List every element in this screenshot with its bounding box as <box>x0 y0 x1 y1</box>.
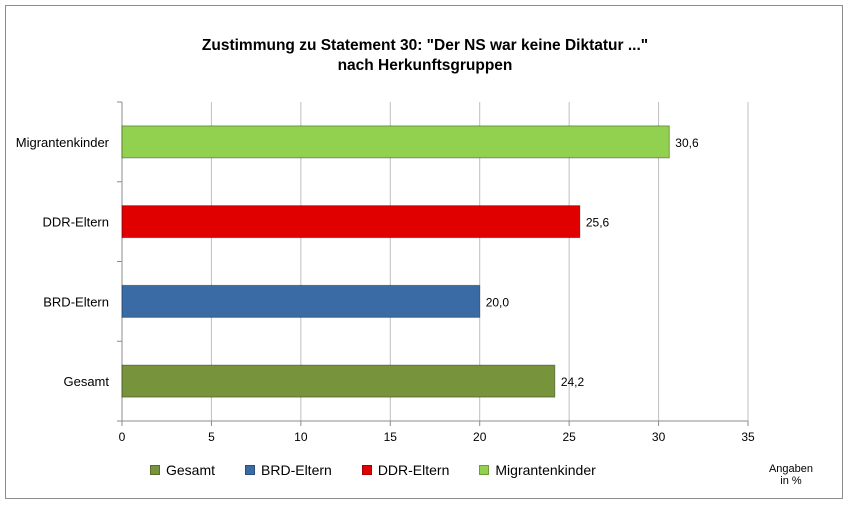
x-tick-label: 5 <box>208 430 215 444</box>
x-tick-label: 10 <box>294 430 308 444</box>
chart-title-block: Zustimmung zu Statement 30: "Der NS war … <box>0 36 850 76</box>
category-label: BRD-Eltern <box>43 294 109 309</box>
legend-swatch-migrantenkinder <box>479 465 490 475</box>
category-label: Gesamt <box>63 374 109 389</box>
legend-item-gesamt: Gesamt <box>150 462 215 478</box>
bar-gesamt <box>121 364 556 398</box>
category-label: Migrantenkinder <box>16 135 110 150</box>
unit-label-line2: in % <box>780 475 802 487</box>
legend-swatch-ddr-eltern <box>361 465 372 475</box>
x-tick-label: 20 <box>473 430 487 444</box>
x-tick-label: 35 <box>741 430 755 444</box>
legend-item-ddr-eltern: DDR-Eltern <box>361 462 450 478</box>
unit-label-line1: Angaben <box>768 463 814 475</box>
legend-swatch-gesamt <box>150 465 160 475</box>
data-label: 20,0 <box>486 295 510 309</box>
legend-item-brd-eltern: BRD-Eltern <box>245 462 332 478</box>
x-tick-label: 30 <box>652 430 666 444</box>
legend-label-gesamt: Gesamt <box>166 462 216 478</box>
bar-brd-eltern <box>121 284 481 318</box>
x-tick-label: 15 <box>384 430 398 444</box>
legend-label-ddr-eltern: DDR-Eltern <box>377 462 450 478</box>
bar-ddr-eltern <box>121 205 581 239</box>
bar-migrantenkinder <box>121 125 670 159</box>
chart-legend: Gesamt BRD-Eltern DDR-Eltern Migrantenki… <box>150 462 626 478</box>
chart-subtitle: nach Herkunftsgruppen <box>337 57 513 74</box>
x-tick-label: 0 <box>119 430 126 444</box>
unit-label: Angaben in % <box>756 463 826 487</box>
data-label: 25,6 <box>586 216 610 230</box>
legend-label-migrantenkinder: Migrantenkinder <box>495 462 596 478</box>
data-label: 30,6 <box>675 136 699 150</box>
x-tick-label: 25 <box>562 430 576 444</box>
legend-swatch-brd-eltern <box>245 465 256 475</box>
legend-item-migrantenkinder: Migrantenkinder <box>479 462 596 478</box>
legend-label-brd-eltern: BRD-Eltern <box>261 462 332 478</box>
chart-frame <box>5 5 843 499</box>
data-label: 24,2 <box>561 375 585 389</box>
chart-title: Zustimmung zu Statement 30: "Der NS war … <box>201 37 649 54</box>
category-label: DDR-Eltern <box>43 215 109 230</box>
